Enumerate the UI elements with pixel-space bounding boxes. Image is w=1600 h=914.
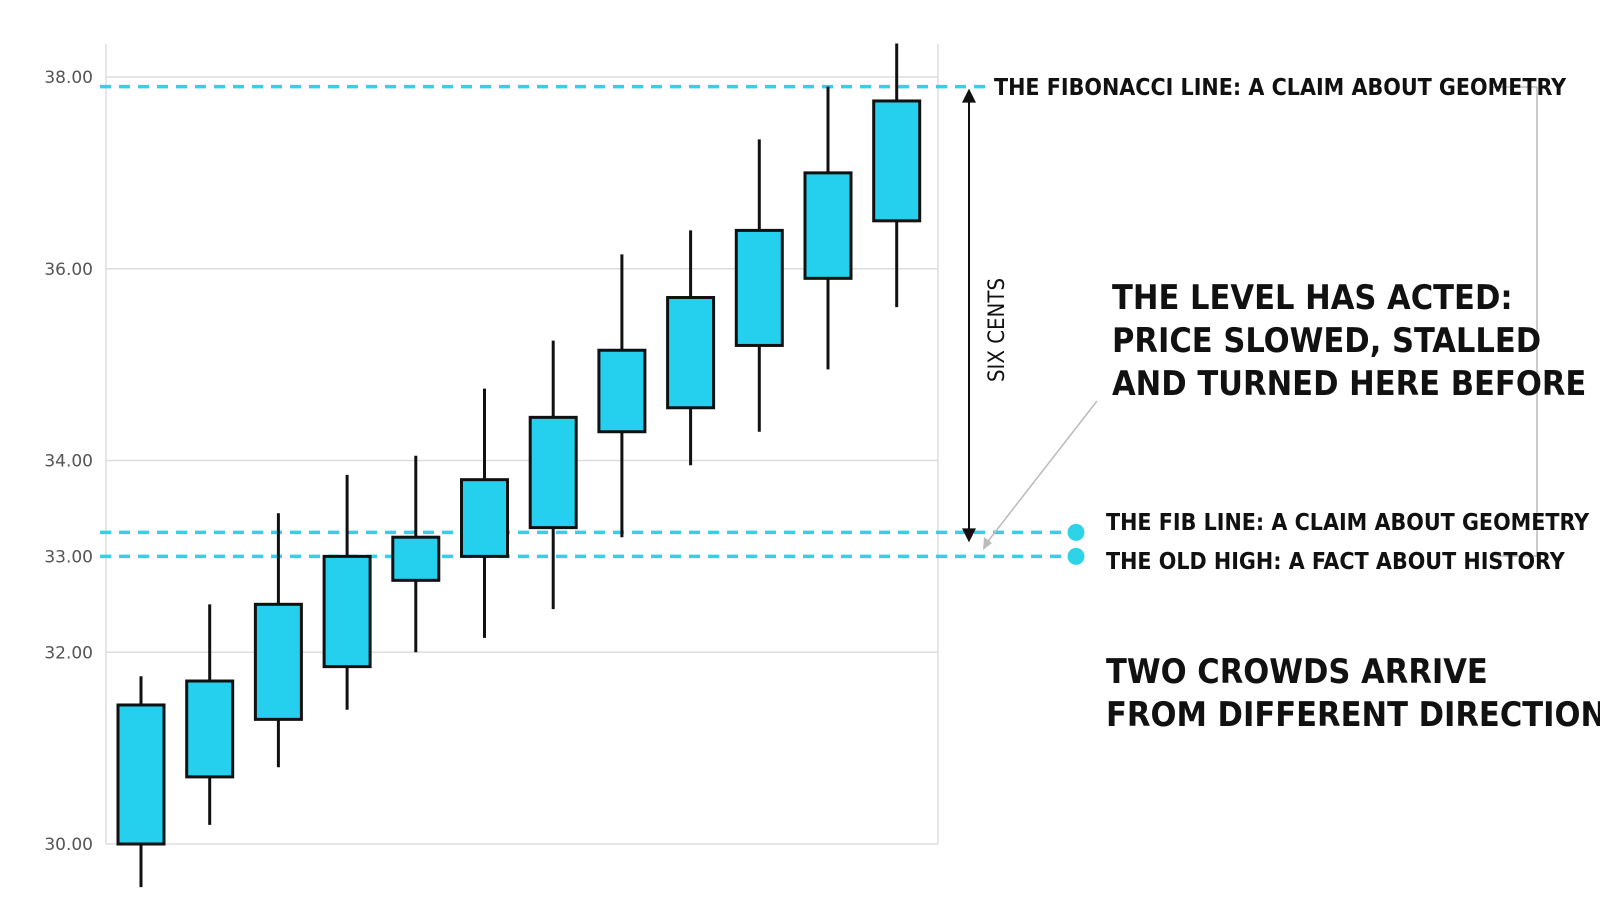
candle-body [253, 602, 303, 721]
annotation-pointer [983, 400, 1098, 550]
annotation-line: AND TURNED HERE BEFORE [1112, 364, 1586, 404]
candles [116, 43, 922, 888]
two-crowds-annotation: TWO CROWDS ARRIVE FROM DIFFERENT DIRECTI… [1106, 652, 1600, 735]
y-tick-label: 30.00 [44, 835, 93, 855]
candle [872, 43, 922, 308]
dimension-marker: SIX CENTS [962, 88, 1010, 543]
dimension-label: SIX CENTS [985, 278, 1010, 382]
candle-body [803, 171, 853, 280]
grid [105, 44, 939, 845]
level-has-acted-annotation: THE LEVEL HAS ACTED: PRICE SLOWED, STALL… [1112, 278, 1586, 404]
candle-body [666, 296, 716, 410]
candle-body [528, 415, 578, 530]
candle-body [597, 348, 647, 434]
annotation-line: TWO CROWDS ARRIVE [1106, 652, 1488, 692]
level-bracket [1490, 86, 1538, 557]
candle [391, 455, 441, 653]
candle-body [391, 535, 441, 582]
annotation-line: THE LEVEL HAS ACTED: [1112, 278, 1513, 318]
old-high-dot [1067, 547, 1085, 565]
arrow-up-icon [962, 88, 976, 103]
candle [460, 388, 509, 638]
candle-body [116, 703, 166, 846]
candle-body [872, 99, 922, 223]
candle-body [185, 679, 235, 779]
y-tick-label: 33.00 [44, 547, 93, 567]
y-axis: 30.00 32.00 33.00 34.00 36.00 38.00 [44, 68, 93, 855]
candle [734, 139, 784, 432]
level-lines [100, 84, 1085, 565]
old-high-label: THE OLD HIGH: A FACT ABOUT HISTORY [1106, 549, 1566, 575]
candle-body [322, 554, 372, 669]
candle-body [460, 478, 509, 558]
candle [322, 474, 372, 710]
fib-line-dot [1067, 523, 1085, 541]
y-tick-label: 36.00 [44, 260, 93, 280]
arrow-down-icon [962, 528, 976, 543]
y-tick-label: 34.00 [44, 452, 93, 472]
candle [666, 230, 716, 466]
candle [803, 86, 853, 370]
candle [528, 340, 578, 610]
candle [185, 604, 235, 825]
y-tick-label: 32.00 [44, 643, 93, 663]
y-tick-label: 38.00 [44, 68, 93, 88]
candle [253, 513, 303, 768]
annotation-line: FROM DIFFERENT DIRECTIONS [1106, 695, 1600, 735]
candle-body [734, 228, 784, 347]
annotation-line: PRICE SLOWED, STALLED [1112, 321, 1541, 361]
candle [116, 676, 166, 888]
candle [597, 254, 647, 538]
fibonacci-line-label: THE FIBONACCI LINE: A CLAIM ABOUT GEOMET… [994, 75, 1567, 101]
fib-line-label: THE FIB LINE: A CLAIM ABOUT GEOMETRY [1106, 510, 1590, 536]
